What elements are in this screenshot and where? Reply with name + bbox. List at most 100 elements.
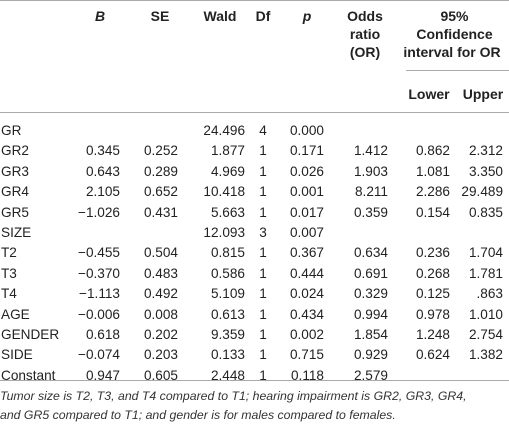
cell-df: 3 [259,225,267,240]
cell-wald: 10.418 [203,184,245,200]
header-ci-line3: interval for OR [403,44,501,60]
cell-upper: 29.489 [461,184,503,200]
cell-lower: 1.081 [415,163,450,179]
cell-upper: 1.704 [468,245,503,261]
cell-wald: 1.877 [210,143,245,159]
cell-or: 0.634 [353,245,388,261]
cell-b: −1.113 [79,286,120,302]
cell-wald: 0.133 [210,347,245,363]
cell-se: 0.203 [143,347,178,363]
cell-wald: 5.663 [210,204,245,220]
cell-df: 1 [259,204,267,220]
cell-label: GR4 [1,184,29,200]
table-top-rule [0,0,509,1]
cell-b: 0.947 [85,367,120,383]
cell-df: 4 [259,123,267,138]
header-lower: Lower [408,86,450,102]
cell-lower: 0.978 [415,306,450,322]
header-or-line3: (OR) [349,44,381,60]
cell-upper: 2.312 [468,143,503,159]
cell-p: 0.118 [290,367,324,383]
cell-or: 0.994 [353,306,388,322]
cell-df: 1 [259,347,267,363]
cell-p: 0.007 [289,225,324,240]
cell-se: 0.289 [143,163,178,179]
cell-or: 0.329 [353,286,388,302]
cell-wald: 0.815 [210,245,245,261]
cell-df: 1 [259,327,267,342]
cell-se: 0.492 [143,286,178,302]
cell-se: 0.202 [143,327,178,342]
header-wald: Wald [203,8,237,24]
footnote-line-2: and GR5 compared to T1; and gender is fo… [0,408,396,422]
cell-b: −1.026 [78,204,120,220]
cell-se: 0.504 [143,245,178,261]
cell-lower: 1.248 [415,327,450,342]
cell-label: GR3 [1,163,29,179]
cell-lower: 0.268 [415,265,450,281]
cell-p: 0.001 [289,184,324,200]
cell-wald: 9.359 [210,327,245,342]
cell-or: 2.579 [353,367,388,383]
table-bottom-rule [0,380,509,381]
cell-label: SIZE [1,225,32,240]
cell-b: −0.370 [78,265,120,281]
header-b: B [94,8,106,24]
table-footnote: Tumor size is T2, T3, and T4 compared to… [0,387,505,425]
cell-or: 1.412 [353,143,388,159]
cell-wald: 0.613 [210,306,245,322]
header-ci-line2: Confidence [416,26,493,42]
ci-subheader-rule [406,70,509,71]
cell-upper: 3.350 [468,163,503,179]
cell-label: AGE [1,306,30,322]
cell-se: 0.483 [143,265,178,281]
cell-upper: .863 [476,286,503,302]
cell-se: 0.652 [143,184,178,200]
cell-label: T2 [1,245,17,261]
cell-p: 0.026 [289,163,324,179]
cell-p: 0.444 [289,265,324,281]
cell-df: 1 [259,286,267,302]
header-bottom-rule [0,112,509,113]
cell-p: 0.002 [289,327,324,342]
cell-df: 1 [259,245,267,261]
cell-p: 0.715 [289,347,324,363]
cell-or: 1.903 [353,163,388,179]
cell-label: GR [1,123,22,138]
cell-p: 0.000 [289,123,324,138]
cell-wald: 5.109 [210,286,245,302]
cell-b: 2.105 [85,184,120,200]
header-se: SE [150,8,170,24]
cell-lower: 0.125 [415,286,450,302]
cell-or: 0.691 [353,265,388,281]
cell-lower: 0.624 [415,347,450,363]
cell-label: SIDE [1,347,33,363]
cell-or: 8.211 [354,184,388,200]
header-or-line2: ratio [349,26,381,42]
cell-label: GENDER [1,327,60,342]
cell-upper: 0.835 [468,204,503,220]
cell-df: 1 [259,163,267,179]
cell-p: 0.171 [289,143,324,159]
cell-df: 1 [259,143,267,159]
cell-p: 0.434 [289,306,324,322]
header-upper: Upper [462,86,504,102]
cell-upper: 2.754 [468,327,503,342]
cell-wald: 24.496 [203,123,245,138]
cell-df: 1 [259,184,267,200]
cell-or: 0.929 [353,347,388,363]
cell-upper: 1.010 [468,306,503,322]
header-ci-line1: 95% [440,8,469,24]
cell-or: 0.359 [353,204,388,220]
cell-wald: 2.448 [210,367,245,383]
cell-se: 0.252 [143,143,178,159]
cell-b: 0.643 [85,163,120,179]
cell-lower: 2.286 [415,184,450,200]
cell-label: T4 [1,286,17,302]
cell-label: GR2 [1,143,29,159]
cell-lower: 0.236 [415,245,450,261]
cell-p: 0.024 [289,286,324,302]
cell-upper: 1.781 [468,265,503,281]
cell-label: Constant [1,367,56,383]
